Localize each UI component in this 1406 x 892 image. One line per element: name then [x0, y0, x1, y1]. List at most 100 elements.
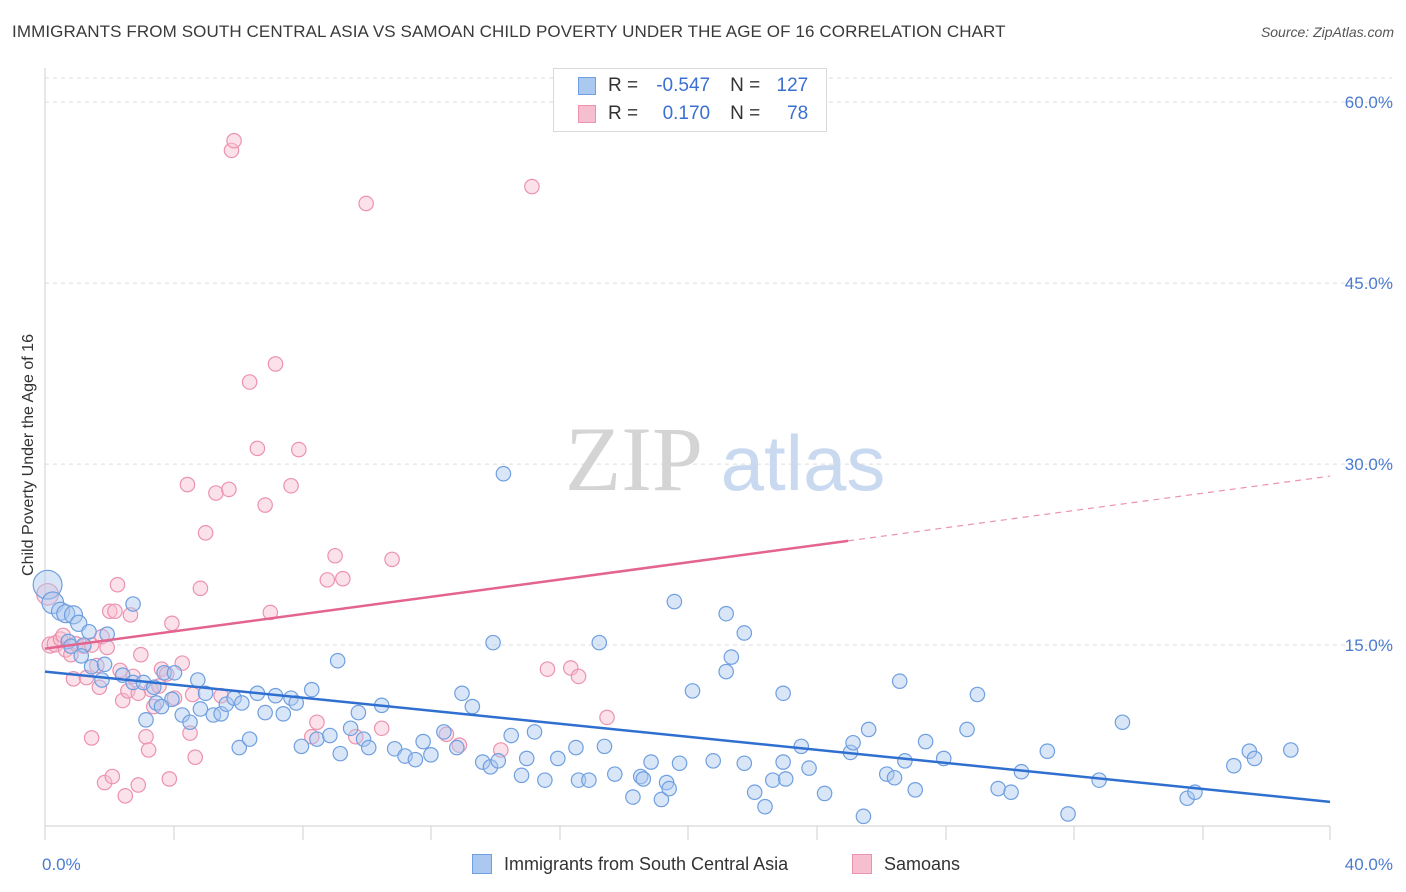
data-point [197, 525, 214, 541]
data-point [490, 753, 507, 769]
data-point [495, 465, 512, 482]
data-point [257, 497, 273, 513]
data-point [218, 696, 235, 712]
data-point [184, 686, 201, 703]
data-point [562, 660, 579, 676]
samoans-points [36, 132, 615, 804]
y-tick-label: 60.0% [1345, 93, 1393, 112]
data-point [407, 751, 424, 768]
data-point [164, 615, 180, 632]
data-point [221, 481, 237, 498]
data-point [643, 754, 659, 770]
r-value: 0.170 [662, 103, 711, 124]
r-value: -0.547 [656, 75, 711, 96]
data-point [358, 195, 374, 212]
data-point [757, 798, 773, 815]
data-point [96, 656, 113, 673]
data-point [73, 648, 90, 664]
data-point [125, 596, 141, 612]
x-tick-label: 0.0% [42, 855, 81, 874]
r-label: R = [608, 75, 639, 96]
data-point [109, 576, 126, 593]
data-point [153, 698, 170, 715]
n-label: N = [730, 75, 761, 96]
legend-item-immigrants: Immigrants from South Central Asia [472, 851, 788, 877]
data-point [267, 356, 284, 372]
data-point [775, 685, 791, 702]
data-point [138, 712, 154, 728]
data-point [161, 771, 178, 787]
data-point [192, 701, 209, 717]
data-point [241, 731, 258, 747]
data-point [1246, 750, 1263, 767]
data-point [99, 639, 115, 656]
data-point [249, 440, 266, 457]
legend-label: Samoans [884, 853, 961, 874]
n-label: N = [730, 103, 761, 124]
data-point [1060, 806, 1076, 822]
x-tick-label: 40.0% [1345, 855, 1393, 874]
data-point [746, 784, 763, 801]
data-point [990, 780, 1006, 797]
data-point [293, 738, 310, 755]
axes [44, 68, 1331, 840]
data-point [94, 672, 110, 688]
data-point [524, 178, 540, 195]
data-point [1226, 757, 1242, 774]
data-point [319, 572, 336, 588]
data-point [335, 570, 351, 587]
data-point [454, 685, 470, 702]
data-point [373, 720, 390, 737]
y-tick-label: 45.0% [1345, 274, 1393, 293]
source-label: Source: ZipAtlas.com [1260, 24, 1394, 40]
data-point [1039, 743, 1056, 759]
data-point [114, 692, 131, 709]
data-point [234, 695, 250, 711]
data-point [723, 649, 740, 665]
data-point [257, 704, 273, 721]
data-point [1282, 742, 1299, 758]
data-point [213, 705, 229, 722]
stats-row-samoans: R = 0.170 N = 78 [554, 101, 808, 127]
data-point [736, 755, 753, 772]
data-point [599, 709, 615, 726]
data-point [166, 664, 183, 681]
data-point [231, 739, 248, 756]
data-point [451, 737, 468, 753]
data-point [917, 733, 934, 750]
stats-row-immigrants: R = -0.547 N = 127 [554, 73, 808, 99]
legend-item-samoans: Samoans [852, 851, 960, 877]
data-point [793, 738, 810, 755]
y-axis-label: Child Poverty Under the Age of 16 [20, 334, 37, 576]
data-point [81, 623, 97, 640]
data-point [360, 739, 377, 756]
legend-label: Immigrants from South Central Asia [504, 853, 789, 874]
grid [45, 77, 1392, 646]
data-point [891, 673, 908, 690]
pink-swatch [852, 854, 872, 874]
y-tick-label: 15.0% [1345, 636, 1393, 655]
data-point [140, 742, 157, 758]
data-point [878, 766, 895, 782]
data-point [777, 771, 794, 787]
data-point [464, 698, 481, 715]
data-point [736, 625, 753, 641]
data-point [96, 774, 113, 791]
watermark: ZIP atlas [565, 408, 885, 510]
data-point [350, 704, 367, 721]
data-point [384, 551, 400, 568]
data-point [539, 661, 556, 677]
data-point [332, 745, 349, 762]
data-point [223, 142, 240, 159]
data-point [322, 727, 338, 744]
data-point [130, 777, 147, 793]
data-point [208, 485, 224, 501]
data-point [907, 782, 924, 798]
data-point [764, 772, 781, 788]
data-point [182, 725, 198, 741]
data-point [526, 724, 543, 740]
data-point [625, 789, 641, 805]
data-point [89, 657, 105, 674]
data-point [83, 730, 100, 746]
data-point [518, 750, 535, 767]
